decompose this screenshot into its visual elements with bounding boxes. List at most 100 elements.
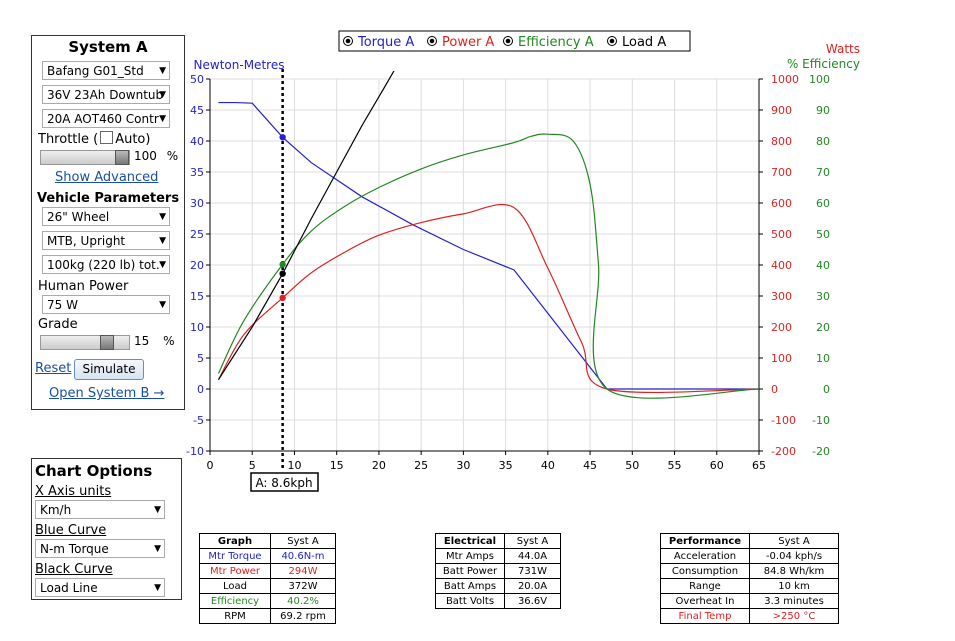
- graph-table-row-label: RPM: [199, 608, 271, 624]
- performance-table-row: Final Temp >250 °C: [660, 608, 839, 624]
- chart-legend[interactable]: Torque A Power A Efficiency A Load A: [338, 30, 691, 52]
- nm-tick-label: 5: [197, 352, 204, 365]
- x-axis-units-select[interactable]: Km/h ▼: [35, 500, 165, 519]
- x-tick-label: 65: [752, 459, 766, 472]
- nm-tick-label: -10: [186, 445, 204, 458]
- weight-select[interactable]: 100kg (220 lb) tot. ▼: [42, 255, 170, 274]
- chart-options-panel: Chart Options X Axis units Km/h ▼ Blue Cu…: [31, 458, 182, 600]
- graph-table-row-value: 40.2%: [270, 593, 336, 609]
- x-tick-label: 40: [541, 459, 555, 472]
- legend-item-label[interactable]: Power A: [442, 35, 494, 50]
- chart-grid: [209, 78, 760, 452]
- electrical-table-row: Batt Volts 36.6V: [435, 593, 561, 609]
- x-tick-label: 15: [330, 459, 344, 472]
- electrical-table-row-value: 731W: [504, 563, 561, 579]
- system-a-title: System A: [68, 38, 148, 56]
- throttle-value[interactable]: 100: [134, 149, 157, 163]
- left-axis-title: Newton-Metres: [194, 58, 285, 72]
- grade-label: Grade: [38, 317, 78, 332]
- graph-table-row-label: Load: [199, 578, 271, 594]
- human-power-select-value: 75 W: [47, 298, 78, 312]
- auto-checkbox[interactable]: [100, 131, 114, 144]
- cursor-point: [279, 134, 286, 141]
- efficiency-a-line: [217, 133, 759, 399]
- nm-tick-label: 50: [190, 73, 204, 86]
- efficiency-tick-label: 80: [816, 135, 830, 148]
- system-a-panel: System A Bafang G01_Std ▼ 36V 23Ah Downtu…: [31, 35, 185, 410]
- performance-table-row-value: 10 km: [749, 578, 839, 594]
- wheel-select[interactable]: 26" Wheel ▼: [42, 207, 170, 226]
- cursor-readout-box: [250, 472, 319, 492]
- legend-radio-dot: [345, 38, 351, 44]
- motor-select-value: Bafang G01_Std: [47, 64, 144, 78]
- black-curve-label: Black Curve: [35, 562, 113, 577]
- nm-tick-label: 40: [190, 135, 204, 148]
- human-power-label: Human Power: [38, 279, 129, 294]
- show-advanced-link[interactable]: Show Advanced: [55, 170, 159, 185]
- chevron-down-icon: ▼: [159, 90, 166, 100]
- blue-curve-select[interactable]: N-m Torque ▼: [35, 539, 165, 558]
- throttle-slider[interactable]: [40, 150, 130, 165]
- electrical-table-row-value: 20.0A: [504, 578, 561, 594]
- chevron-down-icon: ▼: [159, 212, 166, 222]
- graph-table-row-value: 294W: [270, 563, 336, 579]
- x-tick-label: 30: [456, 459, 470, 472]
- graph-table-header-row: Graph Syst A: [199, 533, 336, 549]
- grade-slider-handle[interactable]: [100, 335, 115, 350]
- human-power-select[interactable]: 75 W ▼: [42, 295, 170, 314]
- watts-tick-label: -100: [771, 414, 796, 427]
- efficiency-tick-label: 100: [809, 73, 830, 86]
- watts-tick-label: 700: [771, 166, 792, 179]
- electrical-table-header-cell: Electrical: [435, 533, 505, 549]
- chart-cursor[interactable]: A: 8.6kph: [250, 69, 319, 492]
- motor-chart[interactable]: Torque A Power A Efficiency A Load A Newton…: [0, 0, 955, 500]
- motor-select[interactable]: Bafang G01_Std ▼: [42, 61, 170, 80]
- throttle-unit: %: [166, 149, 179, 163]
- throttle-label-text: Throttle (: [38, 132, 99, 147]
- watts-tick-label: 900: [771, 104, 792, 117]
- efficiency-tick-label: 70: [816, 166, 830, 179]
- grade-value-display: 15 %: [134, 334, 175, 348]
- legend-item-label[interactable]: Efficiency A: [518, 35, 594, 50]
- blue-curve-value: N-m Torque: [40, 542, 109, 556]
- legend-item-label[interactable]: Torque A: [357, 35, 414, 50]
- efficiency-tick-label: 60: [816, 197, 830, 210]
- grade-value[interactable]: 15: [134, 334, 150, 348]
- performance-table-row: Overheat In 3.3 minutes: [660, 593, 839, 609]
- chevron-down-icon: ▼: [159, 114, 166, 124]
- chart-options-title: Chart Options: [35, 462, 153, 480]
- chevron-down-icon: ▼: [159, 260, 166, 270]
- efficiency-axis-title: % Efficiency: [787, 57, 860, 71]
- nm-tick-label: 25: [190, 228, 204, 241]
- blue-curve-label: Blue Curve: [35, 523, 107, 538]
- throttle-slider-handle[interactable]: [115, 150, 129, 165]
- x-tick-label: 50: [625, 459, 639, 472]
- graph-table-row: Mtr Torque 40.6N-m: [199, 548, 336, 564]
- electrical-table-row-label: Mtr Amps: [435, 548, 505, 564]
- auto-label: Auto): [115, 132, 151, 147]
- battery-select[interactable]: 36V 23Ah Downtub ▼: [42, 85, 170, 104]
- legend-radio-dot: [609, 38, 615, 44]
- chevron-down-icon: ▼: [159, 66, 166, 76]
- efficiency-tick-label: 10: [816, 352, 830, 365]
- electrical-table-row: Batt Amps 20.0A: [435, 578, 561, 594]
- grade-unit: %: [163, 334, 175, 348]
- efficiency-tick-label: 50: [816, 228, 830, 241]
- watts-tick-label: 400: [771, 259, 792, 272]
- grade-slider[interactable]: [40, 335, 130, 350]
- simulate-button[interactable]: Simulate: [74, 359, 144, 380]
- electrical-table-row-value: 36.6V: [504, 593, 561, 609]
- legend-item-label[interactable]: Load A: [622, 35, 666, 50]
- efficiency-tick-label: 0: [823, 383, 830, 396]
- load-a-line: [217, 71, 395, 381]
- controller-select[interactable]: 20A AOT460 Contr ▼: [42, 109, 170, 128]
- position-select[interactable]: MTB, Upright ▼: [42, 231, 170, 250]
- open-system-b-link[interactable]: Open System B →: [49, 386, 165, 401]
- reset-link[interactable]: Reset: [35, 361, 72, 376]
- efficiency-tick-label: 30: [816, 290, 830, 303]
- nm-tick-label: 0: [197, 383, 204, 396]
- chevron-down-icon: ▼: [154, 583, 161, 593]
- black-curve-select[interactable]: Load Line ▼: [35, 578, 165, 597]
- chevron-down-icon: ▼: [154, 505, 161, 515]
- efficiency-tick-label: -20: [812, 445, 830, 458]
